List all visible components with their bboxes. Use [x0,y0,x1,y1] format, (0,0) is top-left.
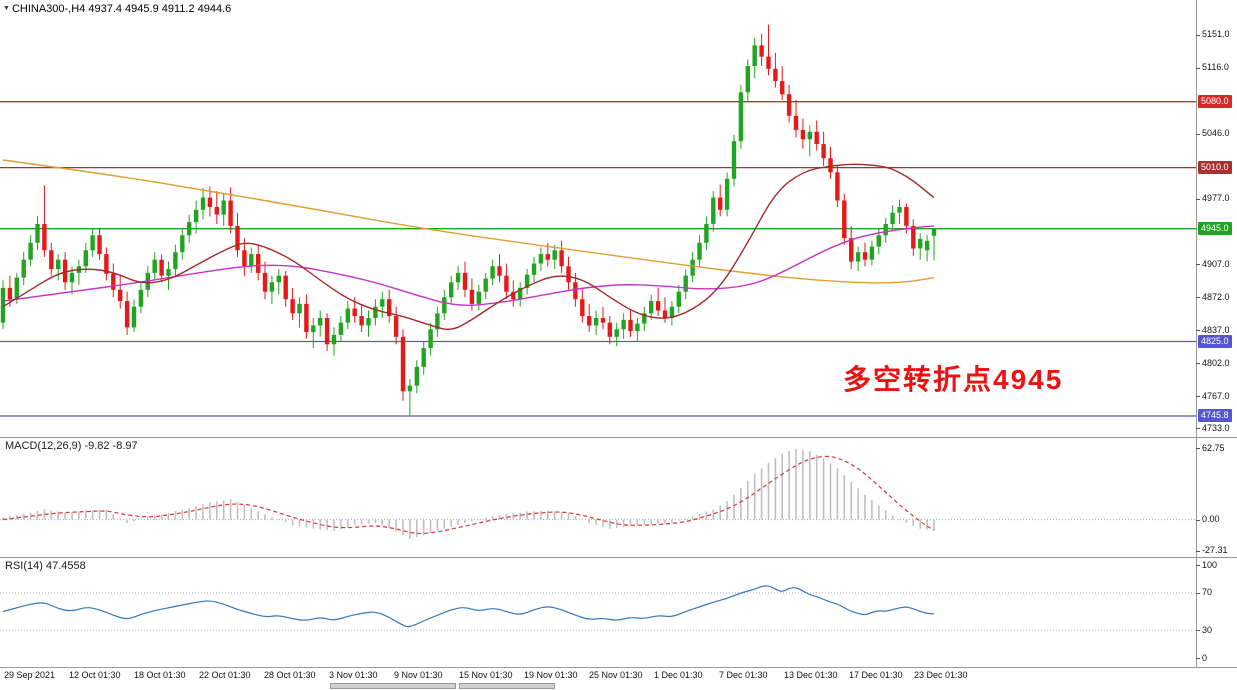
time-axis-label: 23 Dec 01:30 [914,670,968,680]
ma-slow-line [2,159,935,284]
rsi-tick-label: 100 [1202,560,1218,570]
axis-tick-mark [1196,593,1200,594]
candlestick-series [0,24,937,416]
price-tick-label: 4767.0 [1202,391,1230,401]
price-level-badge: 5010.0 [1198,161,1232,174]
axis-tick-mark [1196,134,1200,135]
chart-title: ▼ CHINA300-,H4 4937.4 4945.9 4911.2 4944.… [3,3,231,15]
rsi-panel-canvas[interactable] [0,558,1196,667]
panel-separator[interactable] [0,437,1237,438]
panel-separator[interactable] [0,557,1237,558]
chart-marker-icon: ▼ [3,5,10,12]
axis-tick-mark [1196,363,1200,364]
time-axis-label: 9 Nov 01:30 [394,670,443,680]
time-axis-label: 1 Dec 01:30 [654,670,703,680]
macd-tick-label: 62.75 [1202,443,1225,453]
price-level-badge: 5080.0 [1198,95,1232,108]
rsi-indicator-label: RSI(14) 47.4558 [5,560,86,572]
time-axis-label: 12 Oct 01:30 [69,670,121,680]
taskbar-segment[interactable] [459,683,555,689]
price-tick-label: 4837.0 [1202,325,1230,335]
price-level-badge: 4745.8 [1198,409,1232,422]
axis-tick-mark [1196,199,1200,200]
time-axis-label: 28 Oct 01:30 [264,670,316,680]
chart-title-text: CHINA300-,H4 4937.4 4945.9 4911.2 4944.6 [11,3,232,15]
time-axis-label: 17 Dec 01:30 [849,670,903,680]
macd-indicator-label: MACD(12,26,9) -9.82 -8.97 [5,440,138,452]
time-axis-label: 7 Dec 01:30 [719,670,768,680]
macd-tick-label: 0.00 [1202,514,1220,524]
macd-histogram [2,449,935,539]
time-axis-label: 29 Sep 2021 [4,670,56,680]
axis-tick-mark [1196,297,1200,298]
axis-tick-mark [1196,35,1200,36]
price-level-badge: 4825.0 [1198,335,1232,348]
time-axis-label: 18 Oct 01:30 [134,670,186,680]
price-tick-label: 5151.0 [1202,29,1230,39]
price-chart-canvas[interactable] [0,0,1196,437]
price-tick-label: 4872.0 [1202,292,1230,302]
time-axis-label: 13 Dec 01:30 [784,670,838,680]
axis-tick-mark [1196,565,1200,566]
price-tick-label: 4907.0 [1202,259,1230,269]
taskbar-segment[interactable] [330,683,456,689]
price-axis[interactable]: 5151.0 5116.0 5046.0 4977.0 4907.0 4872.0 4837… [1196,0,1237,667]
axis-tick-mark [1196,330,1200,331]
time-axis-label: 19 Nov 01:30 [524,670,578,680]
axis-tick-mark [1196,630,1200,631]
rsi-tick-label: 30 [1202,625,1213,635]
price-tick-label: 4733.0 [1202,423,1230,433]
price-tick-label: 5046.0 [1202,128,1230,138]
axis-tick-mark [1196,264,1200,265]
ma-mid-line [2,225,935,306]
rsi-line [2,585,935,628]
time-axis-label: 22 Oct 01:30 [199,670,251,680]
macd-tick-label: -27.31 [1202,545,1228,555]
price-axis-border [1196,0,1197,667]
time-axis-label: 15 Nov 01:30 [459,670,513,680]
annotation-text: 多空转折点4945 [843,364,1064,395]
rsi-tick-label: 70 [1202,587,1213,597]
axis-tick-mark [1196,428,1200,429]
time-axis-label: 25 Nov 01:30 [589,670,643,680]
price-level-badge: 4945.0 [1198,222,1232,235]
panel-separator [0,667,1237,668]
axis-tick-mark [1196,68,1200,69]
axis-tick-mark [1196,448,1200,449]
price-tick-label: 4977.0 [1202,193,1230,203]
axis-tick-mark [1196,658,1200,659]
macd-signal-line [2,455,935,535]
horizontal-level-lines [0,101,1196,417]
ma-fast-line [2,163,935,330]
price-tick-label: 4802.0 [1202,358,1230,368]
macd-panel-canvas[interactable] [0,438,1196,557]
rsi-tick-label: 0 [1202,653,1208,663]
time-axis-label: 3 Nov 01:30 [329,670,378,680]
axis-tick-mark [1196,520,1200,521]
axis-tick-mark [1196,551,1200,552]
axis-tick-mark [1196,396,1200,397]
price-tick-label: 5116.0 [1202,62,1229,72]
time-axis[interactable]: 29 Sep 2021 12 Oct 01:30 18 Oct 01:30 22 Oc… [0,668,1196,690]
